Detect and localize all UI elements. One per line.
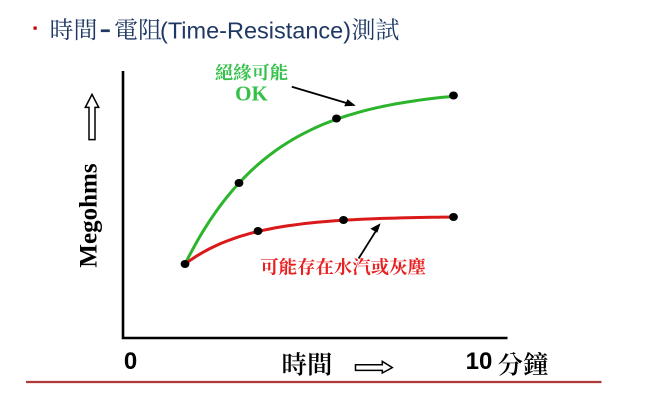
svg-text:(Time-Resistance): (Time-Resistance) (160, 17, 351, 43)
svg-text:Megohms: Megohms (76, 163, 103, 267)
svg-text:OK: OK (235, 82, 268, 106)
svg-text:10: 10 (466, 348, 493, 375)
svg-text:0: 0 (124, 348, 137, 375)
